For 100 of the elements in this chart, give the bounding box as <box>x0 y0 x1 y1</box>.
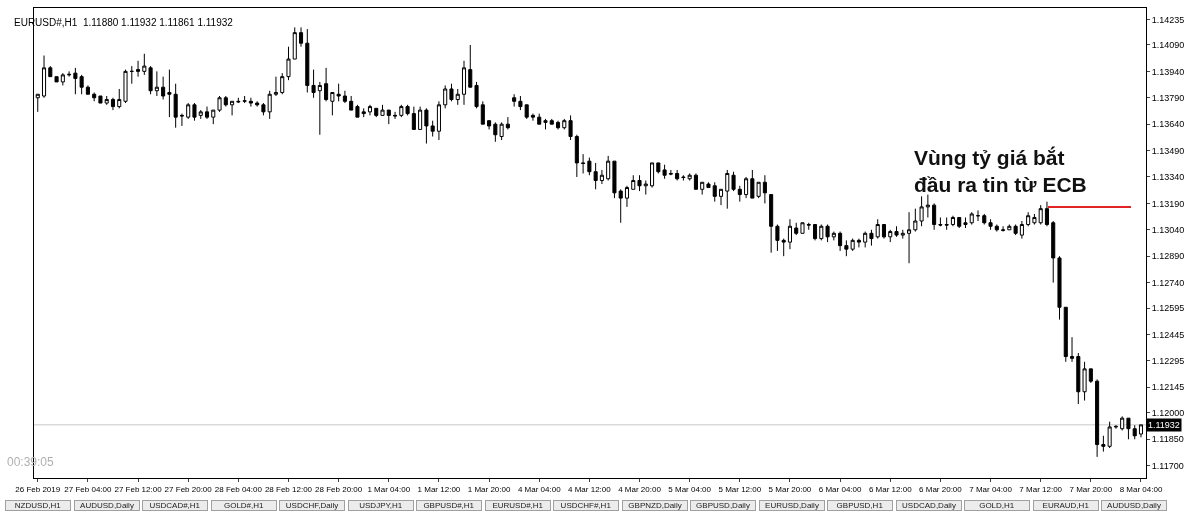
candlestick <box>67 70 72 78</box>
y-tick-label: 1.13490 <box>1151 145 1185 156</box>
candlestick <box>136 60 141 78</box>
text: USDCHF#,H1 <box>560 501 612 510</box>
text: GBPUSD#,H1 <box>423 501 475 510</box>
y-tick-label: 1.12295 <box>1151 356 1185 367</box>
candlestick <box>1001 225 1006 233</box>
candlestick <box>186 102 191 120</box>
candlestick <box>562 118 567 130</box>
candlestick <box>518 95 523 111</box>
text: GOLD#,H1 <box>223 501 265 510</box>
candlestick <box>706 181 711 189</box>
candlestick <box>1038 204 1043 226</box>
candlestick <box>393 111 398 120</box>
candlestick <box>813 224 818 241</box>
text: AUDUSD,Daily <box>80 501 134 510</box>
text: GBPUSD,Daily <box>696 501 750 510</box>
candlestick <box>280 72 285 95</box>
candlestick <box>668 169 673 176</box>
candlestick <box>35 93 40 113</box>
candlestick <box>386 109 391 125</box>
y-tick-label: 1.13940 <box>1151 66 1185 77</box>
candlestick <box>537 113 542 125</box>
candlestick <box>1026 211 1031 227</box>
candlestick <box>292 26 297 60</box>
candlestick <box>286 46 291 81</box>
candlestick <box>907 211 912 264</box>
candlestick <box>599 169 604 185</box>
candlestick <box>311 69 316 99</box>
annotation: Vùng tỷ giá bắt đầu ra tin từ ECB <box>914 146 1087 197</box>
candlestick <box>267 90 272 120</box>
candlestick <box>374 107 379 118</box>
candlestick <box>129 65 134 85</box>
candlestick <box>41 55 47 99</box>
candlestick <box>1019 220 1024 240</box>
x-tick-label: 1 Mar 20:00 <box>467 484 511 494</box>
candlestick <box>1032 213 1037 226</box>
candlestick <box>963 216 968 229</box>
candlestick <box>204 106 210 120</box>
x-tick-label: 4 Mar 04:00 <box>517 484 562 494</box>
candlestick <box>769 194 774 254</box>
candlestick <box>737 185 742 203</box>
text: USDJPY,H1 <box>359 501 403 510</box>
text: NZDUSD,H1 <box>14 501 62 510</box>
ref-line-label: 1.11932 <box>1148 420 1180 430</box>
candlestick <box>530 113 535 122</box>
x-tick-label: 6 Mar 20:00 <box>919 484 963 494</box>
candlestick <box>480 100 485 125</box>
y-tick-label: 1.12890 <box>1151 251 1185 262</box>
x-tick-label: 4 Mar 20:00 <box>618 484 662 494</box>
y-tick-label: 1.12145 <box>1151 382 1185 393</box>
candlestick <box>831 231 836 241</box>
x-tick-label: 27 Feb 20:00 <box>164 484 213 494</box>
candlestick <box>505 116 510 130</box>
candlestick <box>1070 336 1075 363</box>
candlestick <box>1113 424 1118 430</box>
candlestick <box>1095 378 1100 458</box>
candlestick <box>744 176 749 199</box>
text: GBPUSD,H1 <box>836 501 884 510</box>
y-tick-label: 1.13190 <box>1151 198 1185 209</box>
candlestick <box>487 120 492 130</box>
candlestick <box>863 231 868 248</box>
candlestick <box>1120 415 1125 431</box>
candlestick <box>675 169 680 182</box>
y-tick-label: 1.12595 <box>1151 303 1185 314</box>
candlestick <box>255 100 260 108</box>
candlestick <box>85 84 90 95</box>
x-tick-label: 28 Feb 04:00 <box>214 484 263 494</box>
text: EURUSD#,H1 <box>492 501 544 510</box>
candlestick <box>618 188 623 224</box>
candlestick <box>436 100 441 141</box>
candlestick <box>969 211 974 226</box>
y-tick-label: 1.13340 <box>1151 172 1185 183</box>
candlestick <box>380 104 385 116</box>
x-tick-label: 5 Mar 04:00 <box>668 484 712 494</box>
candlestick <box>1057 255 1062 321</box>
candlestick <box>612 160 617 199</box>
candlestick <box>712 181 717 203</box>
x-tick-label: 7 Mar 20:00 <box>1069 484 1113 494</box>
candlestick <box>361 107 366 118</box>
candlestick <box>762 174 767 204</box>
candlestick <box>198 109 203 120</box>
candlestick <box>543 118 548 130</box>
candlestick <box>1063 306 1068 363</box>
candlestick <box>856 238 861 248</box>
candlestick <box>261 102 266 116</box>
x-tick-label: 7 Mar 12:00 <box>1019 484 1063 494</box>
candlestick <box>775 224 780 252</box>
candlestick <box>643 180 648 196</box>
candlestick <box>574 134 579 178</box>
candlestick <box>123 69 128 104</box>
candlestick <box>1138 424 1144 438</box>
candlestick <box>305 28 310 93</box>
text: AUDUSD,Daily <box>1107 501 1161 510</box>
candlestick <box>317 81 322 136</box>
candlestick <box>718 188 724 206</box>
candlestick <box>624 185 630 208</box>
y-tick-label: 1.11700 <box>1151 460 1184 471</box>
candlestick <box>725 169 730 210</box>
candlestick <box>950 215 955 227</box>
